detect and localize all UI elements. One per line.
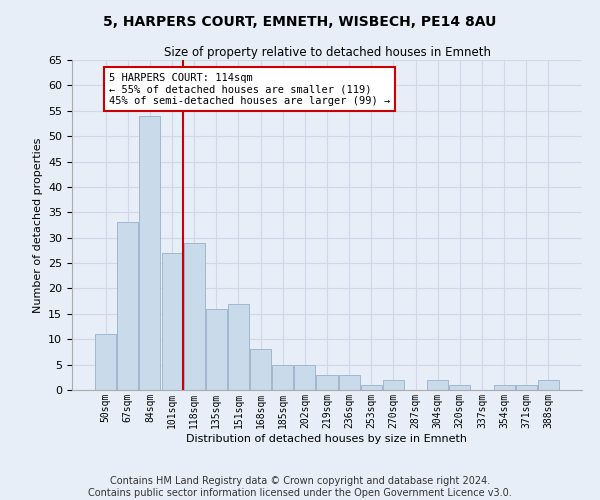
Bar bbox=[250, 350, 271, 390]
Bar bbox=[161, 253, 182, 390]
Bar bbox=[295, 364, 316, 390]
Bar bbox=[184, 243, 205, 390]
Bar bbox=[427, 380, 448, 390]
Bar bbox=[515, 385, 536, 390]
Bar bbox=[228, 304, 249, 390]
Bar bbox=[449, 385, 470, 390]
Bar bbox=[361, 385, 382, 390]
X-axis label: Distribution of detached houses by size in Emneth: Distribution of detached houses by size … bbox=[187, 434, 467, 444]
Bar bbox=[494, 385, 515, 390]
Text: 5, HARPERS COURT, EMNETH, WISBECH, PE14 8AU: 5, HARPERS COURT, EMNETH, WISBECH, PE14 … bbox=[103, 15, 497, 29]
Bar bbox=[95, 334, 116, 390]
Bar bbox=[316, 375, 338, 390]
Bar bbox=[272, 364, 293, 390]
Text: 5 HARPERS COURT: 114sqm
← 55% of detached houses are smaller (119)
45% of semi-d: 5 HARPERS COURT: 114sqm ← 55% of detache… bbox=[109, 72, 390, 106]
Bar bbox=[139, 116, 160, 390]
Bar bbox=[118, 222, 139, 390]
Text: Contains HM Land Registry data © Crown copyright and database right 2024.
Contai: Contains HM Land Registry data © Crown c… bbox=[88, 476, 512, 498]
Bar bbox=[206, 309, 227, 390]
Bar bbox=[383, 380, 404, 390]
Y-axis label: Number of detached properties: Number of detached properties bbox=[32, 138, 43, 312]
Bar bbox=[538, 380, 559, 390]
Bar bbox=[338, 375, 359, 390]
Title: Size of property relative to detached houses in Emneth: Size of property relative to detached ho… bbox=[163, 46, 491, 59]
